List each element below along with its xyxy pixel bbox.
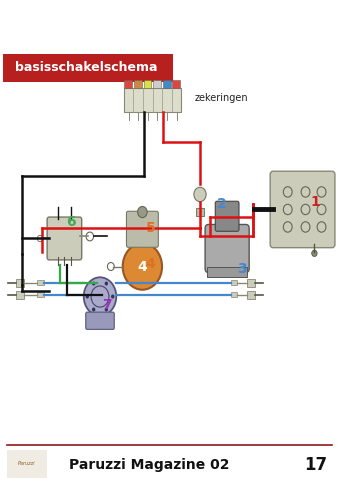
- Circle shape: [86, 295, 89, 299]
- Bar: [247, 278, 255, 287]
- FancyBboxPatch shape: [207, 266, 247, 276]
- Bar: [134, 80, 142, 88]
- Text: Paruzzi: Paruzzi: [18, 461, 36, 466]
- Text: 2: 2: [217, 197, 227, 212]
- Bar: [16, 278, 24, 287]
- Circle shape: [194, 187, 206, 202]
- Circle shape: [92, 308, 95, 312]
- Bar: [231, 292, 237, 297]
- Circle shape: [123, 243, 162, 290]
- Bar: [247, 290, 255, 299]
- Circle shape: [105, 308, 108, 312]
- Bar: [144, 80, 151, 88]
- Text: 6: 6: [66, 216, 76, 229]
- Circle shape: [111, 295, 114, 299]
- Circle shape: [92, 282, 95, 286]
- Bar: [124, 80, 132, 88]
- Text: 1: 1: [310, 195, 320, 209]
- Bar: [16, 290, 24, 299]
- Circle shape: [312, 250, 317, 256]
- Text: 5: 5: [146, 221, 156, 236]
- FancyBboxPatch shape: [86, 312, 114, 329]
- Circle shape: [105, 282, 108, 286]
- FancyBboxPatch shape: [126, 211, 158, 247]
- FancyBboxPatch shape: [47, 217, 82, 260]
- FancyBboxPatch shape: [7, 450, 47, 478]
- Text: 4: 4: [138, 260, 147, 274]
- Bar: [196, 208, 204, 216]
- Bar: [231, 280, 237, 285]
- FancyBboxPatch shape: [270, 171, 335, 248]
- Bar: [153, 80, 161, 88]
- FancyBboxPatch shape: [205, 225, 249, 273]
- FancyBboxPatch shape: [124, 88, 181, 112]
- Bar: [173, 80, 180, 88]
- Text: 17: 17: [304, 456, 327, 474]
- Text: 4: 4: [146, 257, 156, 272]
- Text: basisschakelschema: basisschakelschema: [15, 61, 158, 74]
- Circle shape: [138, 206, 147, 217]
- Text: zekeringen: zekeringen: [195, 93, 248, 103]
- Bar: [37, 280, 44, 285]
- Text: basisschakelschema: basisschakelschema: [50, 10, 289, 30]
- Bar: [163, 80, 171, 88]
- FancyBboxPatch shape: [3, 54, 173, 83]
- Text: 7: 7: [102, 298, 111, 312]
- Text: Paruzzi Magazine 02: Paruzzi Magazine 02: [69, 458, 230, 472]
- Bar: [37, 292, 44, 297]
- Circle shape: [84, 277, 116, 316]
- FancyBboxPatch shape: [215, 201, 239, 231]
- Text: 3: 3: [237, 262, 247, 276]
